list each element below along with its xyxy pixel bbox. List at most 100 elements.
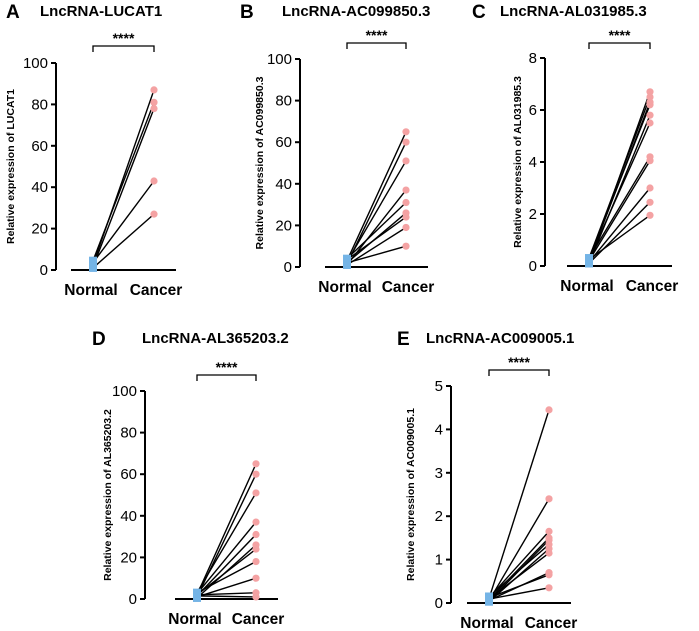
panel-letter: D [92,329,106,350]
cancer-point [545,536,553,544]
panel-letter: E [397,329,410,350]
y-tick-label: 1 [435,552,443,569]
y-tick-label: 20 [31,221,48,238]
pair-line [92,213,155,269]
y-tick-label: 5 [435,378,443,395]
x-category-label: Normal [64,282,117,299]
panel-letter: A [6,2,20,23]
x-category-label: Cancer [626,278,679,295]
y-axis-label: Relative expression of AC009005.1 [405,408,417,581]
pair-line [196,534,257,597]
cancer-point [545,584,553,592]
significance-label: **** [216,359,238,375]
panel-title: LncRNA-LUCAT1 [40,3,162,20]
y-tick-label: 80 [120,425,137,442]
cancer-point [646,157,654,165]
cancer-point [150,104,158,113]
cancer-point [252,518,260,526]
pair-line [346,141,407,265]
pair-line [346,216,407,261]
significance-bracket [196,374,257,381]
y-tick-label: 0 [529,258,537,275]
panel-b: B LncRNA-AC099850.3 0 20 40 60 80 100 Normal Ca… [240,2,434,296]
panel-letter: C [472,2,486,23]
y-tick-label: 2 [435,508,443,525]
cancer-point [150,86,158,94]
cancer-point [402,138,410,146]
y-tick-label: 40 [275,176,292,193]
panel-title: LncRNA-AC099850.3 [282,3,430,20]
pair-line [488,537,550,601]
significance-bracket [488,369,550,376]
cancer-point [646,111,654,119]
cancer-point [402,223,410,232]
pair-line [196,595,257,598]
cancer-point [252,530,260,539]
y-tick-label: 80 [31,96,48,113]
y-tick-label: 60 [275,134,292,151]
y-tick-label: 60 [31,138,48,155]
pair-line [196,463,257,596]
pair-line [346,160,407,263]
x-category-label: Normal [168,611,221,628]
y-tick-label: 20 [120,549,137,566]
y-tick-label: 6 [529,102,537,119]
cancer-point [252,470,260,478]
chart-area: 0 2 4 6 8 Normal Cancer Relative expression of … [512,27,678,295]
cancer-point [252,593,260,601]
cancer-point [545,549,553,557]
pair-line [346,202,407,260]
panel-letter: B [240,2,254,23]
chart-area: 0 20 40 60 80 100 Normal Cancer Relative express… [254,27,434,296]
significance-label: **** [366,27,388,43]
panel-d: D LncRNA-AL365203.2 0 20 40 60 80 100 Normal Ca… [92,329,289,628]
y-tick-label: 2 [529,206,537,223]
significance-label: **** [113,30,135,46]
cancer-point [252,545,260,553]
y-tick-label: 40 [120,508,137,525]
x-category-label: Normal [460,615,513,631]
y-tick-label: 4 [435,421,443,438]
x-category-label: Normal [560,278,613,295]
cancer-point [402,186,410,194]
panel-e: E LncRNA-AC009005.1 0 1 2 3 4 5 Normal Cancer Re… [397,329,577,631]
cancer-point [402,198,410,207]
cancer-point [252,489,260,497]
y-tick-label: 4 [529,154,537,171]
panel-c: C LncRNA-AL031985.3 0 2 4 6 8 Normal Cancer Rel… [472,2,678,295]
cancer-point [646,211,654,219]
y-tick-label: 0 [129,591,137,608]
pair-line [488,587,550,600]
pair-line [588,114,651,264]
pair-line [588,214,651,261]
panel-title: LncRNA-AL031985.3 [500,3,647,20]
pair-line [196,521,257,595]
pair-line [488,574,550,599]
pair-line [588,201,651,264]
x-category-label: Cancer [382,279,435,296]
normal-point [585,254,593,263]
pair-line [92,180,155,264]
y-tick-label: 0 [284,259,292,276]
normal-point [193,591,201,600]
y-tick-label: 100 [112,383,137,400]
cancer-point [402,213,410,221]
pair-line [196,592,257,596]
pair-line [346,245,407,264]
cancer-point [646,184,654,192]
normal-point [485,597,493,606]
y-tick-label: 100 [267,51,292,68]
y-tick-label: 80 [275,93,292,110]
pair-line [92,102,155,261]
cancer-point [402,128,410,136]
y-tick-label: 0 [435,595,443,612]
y-tick-label: 20 [275,217,292,234]
cancer-point [252,460,260,468]
cancer-point [545,406,553,414]
x-category-label: Normal [318,279,371,296]
cancer-point [252,574,260,582]
y-tick-label: 100 [23,55,48,72]
cancer-point [150,210,158,218]
x-category-label: Cancer [130,282,183,299]
